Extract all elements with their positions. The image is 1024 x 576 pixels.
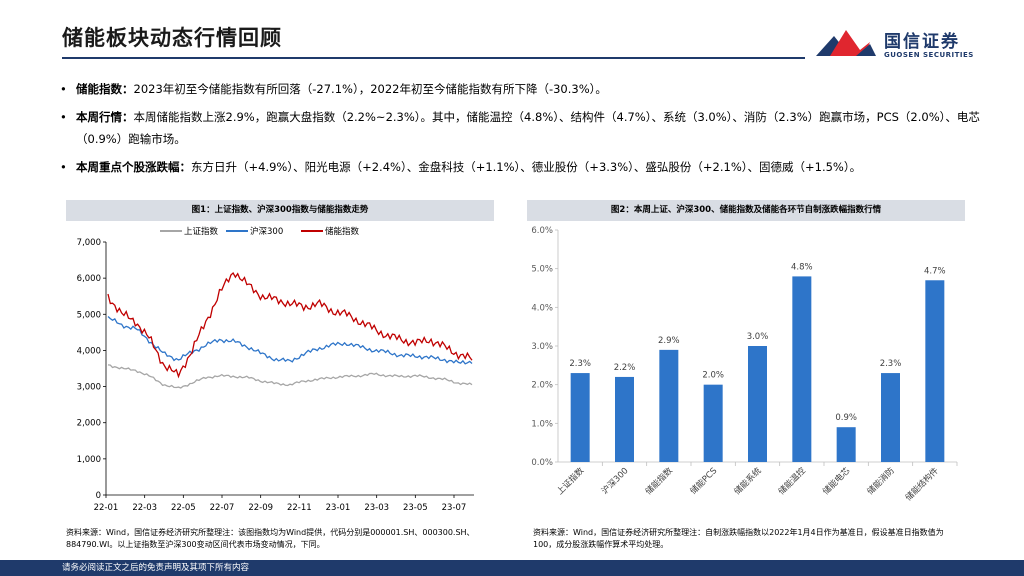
y-tick-label: 2.0% (531, 381, 553, 391)
x-tick-label: 储能指数 (643, 465, 675, 497)
y-tick-label: 1.0% (531, 419, 553, 429)
y-tick-label: 4.0% (531, 303, 553, 313)
bar-value-label: 2.2% (614, 363, 636, 373)
series-line-1 (107, 316, 473, 365)
bar (881, 373, 900, 462)
x-tick-label: 22-09 (248, 503, 273, 513)
x-tick-label: 22-01 (94, 503, 119, 513)
bullet-text: 2023年初至今储能指数有所回落（-27.1%），2022年初至今储能指数有所下… (133, 82, 607, 96)
logo-shape-red (830, 30, 870, 56)
y-tick-label: 6.0% (531, 226, 553, 236)
bar-value-label: 3.0% (747, 332, 769, 342)
x-tick-label: 沪深300 (599, 465, 630, 496)
y-tick-label: 4,000 (77, 346, 101, 356)
x-tick-label: 储能电芯 (820, 465, 852, 497)
x-tick-label: 储能系统 (732, 465, 764, 497)
y-tick-label: 1,000 (77, 455, 101, 465)
logo-shape-blue-2 (856, 44, 876, 56)
bar-value-label: 2.9% (658, 336, 680, 346)
bullet-text: 东方日升（+4.9%）、阳光电源（+2.4%）、金盘科技（+1.1%）、德业股份… (191, 160, 862, 174)
x-tick-label: 储能消防 (865, 465, 897, 497)
x-tick-label: 储能温控 (776, 465, 808, 497)
y-tick-label: 3,000 (77, 383, 101, 393)
x-tick-label: 22-05 (171, 503, 196, 513)
bar-value-label: 2.0% (702, 371, 724, 381)
footer-disclaimer: 请务必阅读正文之后的免责声明及其项下所有内容 (0, 560, 1024, 576)
bullet-label: 本周行情： (76, 110, 134, 124)
x-tick-label: 23-01 (326, 503, 351, 513)
series-line-0 (107, 364, 473, 389)
x-tick-label: 储能结构件 (903, 465, 941, 503)
y-tick-label: 3.0% (531, 342, 553, 352)
bullet-list: 储能指数：2023年初至今储能指数有所回落（-27.1%），2022年初至今储能… (60, 78, 980, 184)
bar-value-label: 4.7% (924, 266, 946, 276)
legend-label: 储能指数 (325, 226, 360, 237)
y-tick-label: 5.0% (531, 265, 553, 275)
bar (836, 427, 856, 462)
x-tick-label: 22-07 (210, 503, 235, 513)
x-tick-label: 23-05 (403, 503, 428, 513)
logo-text-cn: 国信证券 (884, 32, 960, 52)
guosen-logo (816, 30, 876, 56)
title-divider (62, 57, 805, 59)
y-tick-label: 2,000 (77, 419, 101, 429)
bar (615, 376, 634, 462)
bullet-stocks: 本周重点个股涨跌幅：东方日升（+4.9%）、阳光电源（+2.4%）、金盘科技（+… (60, 156, 980, 178)
bar (925, 280, 945, 462)
fig1-header: 图1：上证指数、沪深300指数与储能指数走势 (66, 200, 494, 221)
x-tick-label: 23-07 (442, 503, 467, 513)
bar-value-label: 2.3% (880, 359, 902, 369)
bar-value-label: 4.8% (791, 262, 813, 272)
bullet-label: 本周重点个股涨跌幅： (76, 160, 191, 174)
x-tick-label: 储能PCS (688, 465, 719, 496)
y-tick-label: 7,000 (77, 238, 101, 248)
legend-label: 上证指数 (184, 226, 219, 237)
bar (748, 346, 767, 462)
x-tick-label: 22-03 (132, 503, 157, 513)
bar-chart: 0.0% 1.0% 2.0% 3.0% 4.0% 5.0% 6.0% 2.3% 上证指数 2.2%… (531, 226, 958, 503)
line-chart: 0 1,000 2,000 3,000 4,000 5,000 6,000 7,000 22-0… (77, 226, 474, 513)
x-tick-label: 22-11 (287, 503, 312, 513)
x-tick-label: 23-03 (364, 503, 389, 513)
series-line-2 (107, 271, 473, 379)
bullet-label: 储能指数： (76, 82, 134, 96)
x-tick-label: 上证指数 (554, 465, 586, 497)
y-tick-label: 5,000 (77, 310, 101, 320)
bar (703, 384, 723, 462)
fig1-source: 资料来源：Wind，国信证券经济研究所整理注：该图指数均为Wind提供，代码分别… (66, 528, 475, 549)
bar (659, 349, 679, 462)
bar (570, 373, 590, 462)
fig2-source: 资料来源：Wind，国信证券经济研究所整理注：自制涨跌幅指数以2022年1月4日… (533, 528, 944, 549)
bullet-index: 储能指数：2023年初至今储能指数有所回落（-27.1%），2022年初至今储能… (60, 78, 980, 100)
bar-value-label: 0.9% (835, 413, 857, 423)
bullet-weekly: 本周行情：本周储能指数上涨2.9%，跑赢大盘指数（2.2%~2.3%）。其中，储… (60, 106, 980, 150)
logo-text-en: GUOSEN SECURITIES (884, 51, 974, 59)
fig2-header: 图2：本周上证、沪深300、储能指数及储能各环节自制涨跌幅指数行情 (527, 200, 965, 221)
bar-value-label: 2.3% (569, 359, 591, 369)
bar (792, 276, 812, 462)
legend-label: 沪深300 (250, 226, 283, 237)
y-tick-label: 6,000 (77, 274, 101, 284)
y-tick-label: 0.0% (531, 458, 553, 468)
page-title: 储能板块动态行情回顾 (62, 26, 282, 50)
y-tick-label: 0 (96, 491, 101, 501)
bullet-text: 本周储能指数上涨2.9%，跑赢大盘指数（2.2%~2.3%）。其中，储能温控（4… (76, 110, 980, 146)
